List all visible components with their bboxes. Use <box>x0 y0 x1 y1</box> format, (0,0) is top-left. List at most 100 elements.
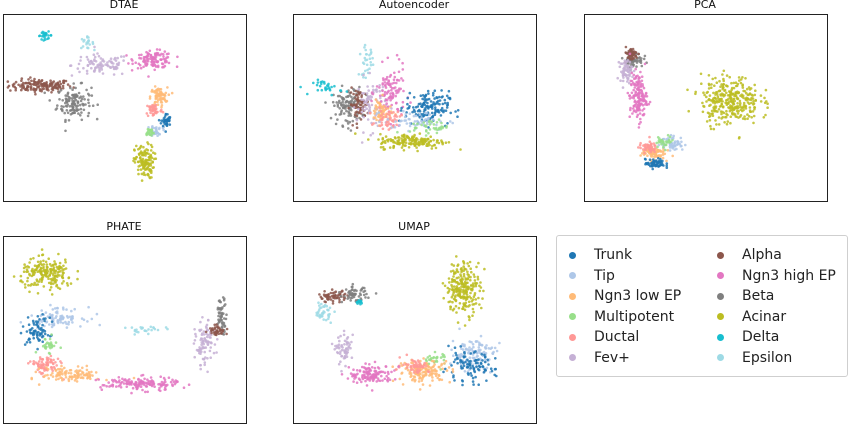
scatter-point <box>351 288 354 291</box>
scatter-point <box>429 372 432 376</box>
scatter-point <box>444 109 448 112</box>
scatter-point <box>418 113 422 116</box>
scatter-point <box>210 341 213 345</box>
scatter-point <box>125 382 128 385</box>
scatter-point <box>56 357 60 361</box>
scatter-point <box>458 327 461 331</box>
scatter-point <box>413 133 416 137</box>
scatter-point <box>754 99 757 102</box>
scatter-point <box>315 83 319 87</box>
scatter-point <box>75 369 78 372</box>
scatter-point <box>426 370 430 373</box>
scatter-point <box>694 92 697 96</box>
scatter-point <box>374 108 378 111</box>
scatter-point <box>47 377 50 380</box>
scatter-point <box>440 378 444 382</box>
scatter-point <box>64 79 68 83</box>
scatter-point <box>462 265 465 268</box>
scatter-point <box>71 317 74 320</box>
scatter-point <box>349 129 353 132</box>
scatter-point <box>425 111 428 115</box>
scatter-point <box>651 164 654 167</box>
scatter-point <box>477 261 480 265</box>
scatter-point <box>346 341 349 345</box>
scatter-point <box>146 59 150 63</box>
scatter-point <box>50 91 53 94</box>
legend-item: Delta <box>717 327 779 347</box>
scatter-point <box>87 98 90 102</box>
scatter-point <box>635 65 638 68</box>
scatter-point <box>345 95 348 99</box>
scatter-point <box>355 369 359 372</box>
scatter-point <box>37 84 41 88</box>
scatter-point <box>85 364 89 368</box>
scatter-point <box>349 91 353 94</box>
scatter-point <box>133 333 136 336</box>
scatter-point <box>187 383 191 386</box>
scatter-point <box>715 81 719 84</box>
scatter-point <box>414 360 417 364</box>
legend-label: Tip <box>594 267 615 284</box>
scatter-point <box>628 52 632 56</box>
scatter-point <box>321 297 324 300</box>
scatter-point <box>424 358 428 361</box>
scatter-point <box>377 138 380 141</box>
scatter-point <box>452 354 455 357</box>
legend-item: Epsilon <box>717 348 792 368</box>
scatter-point <box>739 81 743 85</box>
scatter-point <box>363 108 366 112</box>
scatter-point <box>380 121 383 124</box>
scatter-point <box>631 53 634 56</box>
scatter-point <box>64 104 68 108</box>
scatter-point <box>93 70 96 73</box>
scatter-point <box>337 296 341 300</box>
legend-label: Delta <box>742 329 780 345</box>
scatter-point <box>146 104 149 108</box>
scatter-point <box>392 78 396 81</box>
scatter-point <box>123 378 127 381</box>
scatter-point <box>442 358 446 362</box>
scatter-point <box>390 126 393 129</box>
scatter-point <box>442 296 445 300</box>
scatter-point <box>411 110 414 114</box>
scatter-point <box>744 98 747 101</box>
scatter-point <box>32 82 35 86</box>
scatter-point <box>462 364 466 368</box>
scatter-point <box>329 116 333 120</box>
scatter-point <box>451 339 455 343</box>
legend-marker <box>569 313 576 320</box>
scatter-point <box>746 113 749 116</box>
scatter-point <box>368 57 372 60</box>
scatter-point <box>450 364 453 367</box>
scatter-point <box>105 385 108 388</box>
scatter-point <box>638 97 642 101</box>
cluster-ngn3-high-ep <box>94 373 191 395</box>
scatter-point <box>61 84 65 88</box>
scatter-point <box>431 379 434 382</box>
scatter-point <box>67 377 70 381</box>
scatter-point <box>759 94 763 97</box>
scatter-point <box>316 88 320 92</box>
scatter-point <box>107 64 110 68</box>
scatter-point <box>25 341 29 344</box>
scatter-point <box>379 132 382 136</box>
scatter-point <box>720 100 723 103</box>
scatter-point <box>333 297 337 300</box>
scatter-point <box>468 260 472 264</box>
scatter-point <box>59 321 63 324</box>
scatter-point <box>416 371 420 374</box>
scatter-point <box>434 126 438 130</box>
scatter-point <box>477 368 481 372</box>
scatter-point <box>342 333 346 337</box>
scatter-point <box>641 103 645 107</box>
scatter-point <box>54 369 58 372</box>
scatter-point <box>422 357 425 360</box>
scatter-point <box>386 138 389 142</box>
scatter-point <box>155 48 159 51</box>
scatter-point <box>30 274 34 278</box>
scatter-point <box>345 337 349 340</box>
scatter-point <box>95 312 99 316</box>
scatter-point <box>213 333 216 336</box>
scatter-point <box>145 64 148 67</box>
scatter-point <box>146 54 150 58</box>
